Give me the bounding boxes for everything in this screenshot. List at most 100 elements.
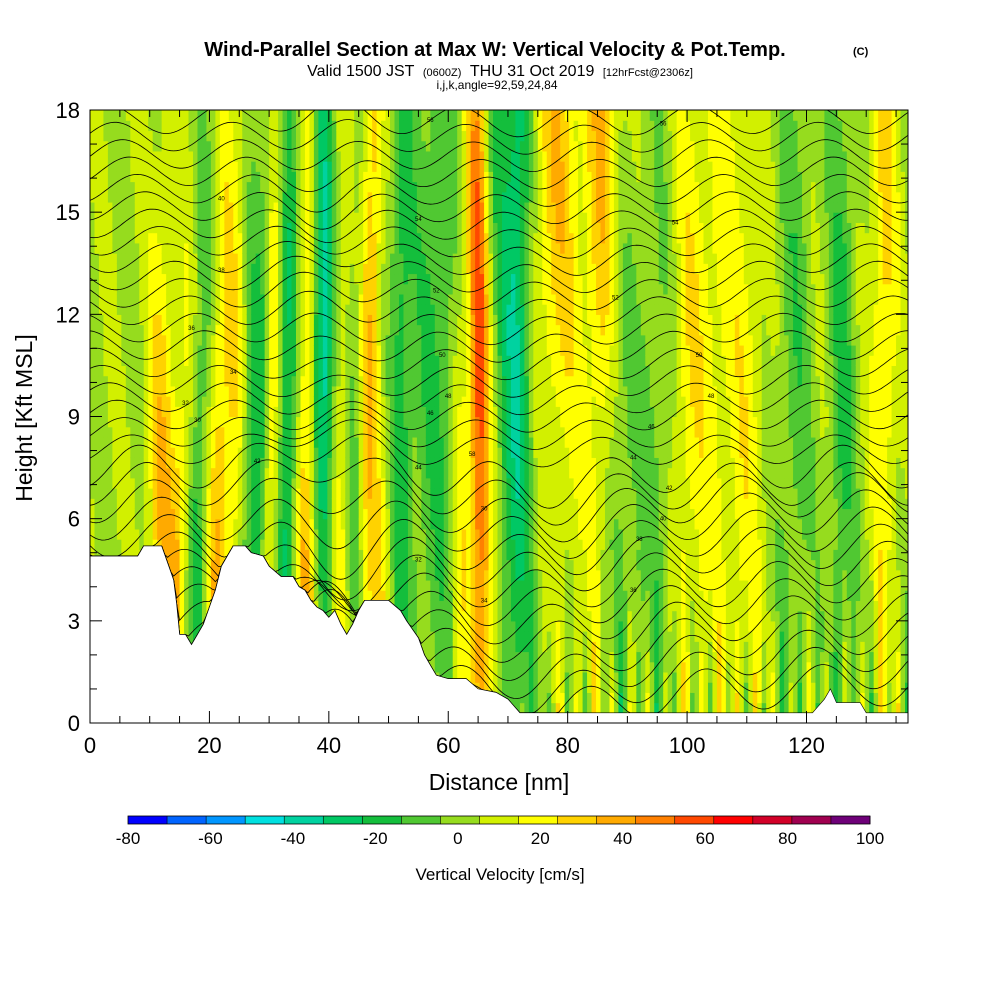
field-cell — [457, 661, 463, 673]
field-cell — [251, 385, 257, 397]
field-cell — [193, 559, 199, 571]
field-cell — [179, 600, 185, 612]
field-cell — [421, 130, 427, 142]
field-cell — [112, 232, 118, 244]
field-cell — [448, 518, 454, 530]
field-cell — [304, 283, 311, 295]
field-cell — [309, 539, 315, 550]
field-cell — [179, 590, 185, 601]
field-cell — [188, 110, 194, 121]
field-cell — [148, 130, 154, 142]
field-cell — [237, 273, 243, 285]
field-cell — [112, 355, 118, 367]
field-cell — [215, 293, 221, 305]
field-cell — [457, 610, 463, 622]
field-cell — [390, 130, 396, 142]
field-cell — [403, 365, 409, 377]
field-cell — [367, 385, 373, 397]
field-cell — [331, 406, 337, 418]
field-cell — [376, 334, 382, 346]
field-cell — [313, 467, 319, 479]
field-cell — [367, 508, 373, 520]
field-cell — [313, 508, 319, 520]
field-cell — [215, 508, 221, 520]
field-cell — [336, 314, 342, 326]
field-cell — [264, 467, 270, 479]
field-cell — [130, 120, 136, 132]
field-cell — [376, 457, 382, 469]
field-cell — [206, 579, 212, 591]
field-cell — [287, 488, 293, 499]
field-cell — [331, 457, 337, 469]
field-cell — [322, 161, 328, 172]
field-cell — [318, 324, 324, 336]
field-cell — [215, 150, 221, 162]
field-cell — [390, 120, 396, 132]
field-cell — [425, 651, 431, 663]
field-cell — [188, 579, 194, 591]
field-cell — [260, 181, 266, 193]
field-cell — [452, 201, 458, 213]
field-cell — [94, 518, 100, 530]
field-cell — [452, 375, 458, 387]
field-cell — [112, 385, 118, 397]
field-cell — [112, 222, 118, 234]
field-cell — [219, 263, 225, 275]
field-cell — [439, 365, 445, 377]
field-cell — [255, 263, 261, 275]
field-cell — [376, 498, 382, 510]
field-cell — [443, 447, 449, 458]
field-cell — [416, 191, 422, 203]
field-cell — [166, 283, 172, 295]
field-cell — [430, 181, 436, 193]
field-cell — [394, 201, 400, 213]
field-cell — [170, 191, 176, 203]
field-cell — [260, 457, 266, 469]
field-cell — [157, 201, 163, 213]
field-cell — [278, 396, 284, 407]
field-cell — [260, 436, 266, 448]
field-cell — [443, 130, 449, 142]
field-cell — [242, 355, 248, 367]
field-cell — [390, 181, 396, 193]
field-cell — [197, 253, 203, 264]
field-cell — [403, 416, 409, 428]
field-cell — [157, 334, 163, 346]
field-cell — [98, 161, 105, 172]
field-cell — [219, 396, 225, 407]
field-cell — [282, 355, 288, 367]
field-cell — [175, 549, 181, 561]
field-cell — [367, 528, 373, 540]
field-cell — [430, 253, 436, 264]
field-cell — [439, 467, 445, 479]
field-cell — [237, 222, 243, 234]
field-cell — [363, 201, 369, 213]
field-cell — [394, 579, 400, 591]
field-cell — [381, 488, 387, 499]
field-cell — [206, 314, 212, 326]
field-cell — [139, 344, 145, 356]
field-cell — [452, 232, 458, 244]
field-cell — [327, 416, 333, 428]
field-cell — [340, 181, 346, 193]
field-cell — [233, 355, 239, 367]
field-cell — [242, 130, 248, 142]
field-cell — [425, 559, 431, 571]
field-cell — [282, 508, 288, 520]
field-cell — [345, 150, 351, 162]
field-cell — [398, 344, 405, 356]
field-cell — [98, 467, 105, 479]
field-cell — [282, 130, 288, 142]
field-cell — [246, 416, 252, 428]
field-cell — [242, 488, 248, 499]
field-cell — [116, 273, 122, 285]
field-cell — [143, 110, 149, 121]
field-cell — [385, 416, 391, 428]
field-cell — [201, 528, 208, 540]
field-cell — [201, 549, 208, 561]
field-cell — [94, 457, 100, 469]
field-cell — [233, 539, 239, 550]
field-cell — [318, 600, 324, 612]
field-cell — [327, 161, 333, 172]
field-cell — [94, 447, 100, 458]
